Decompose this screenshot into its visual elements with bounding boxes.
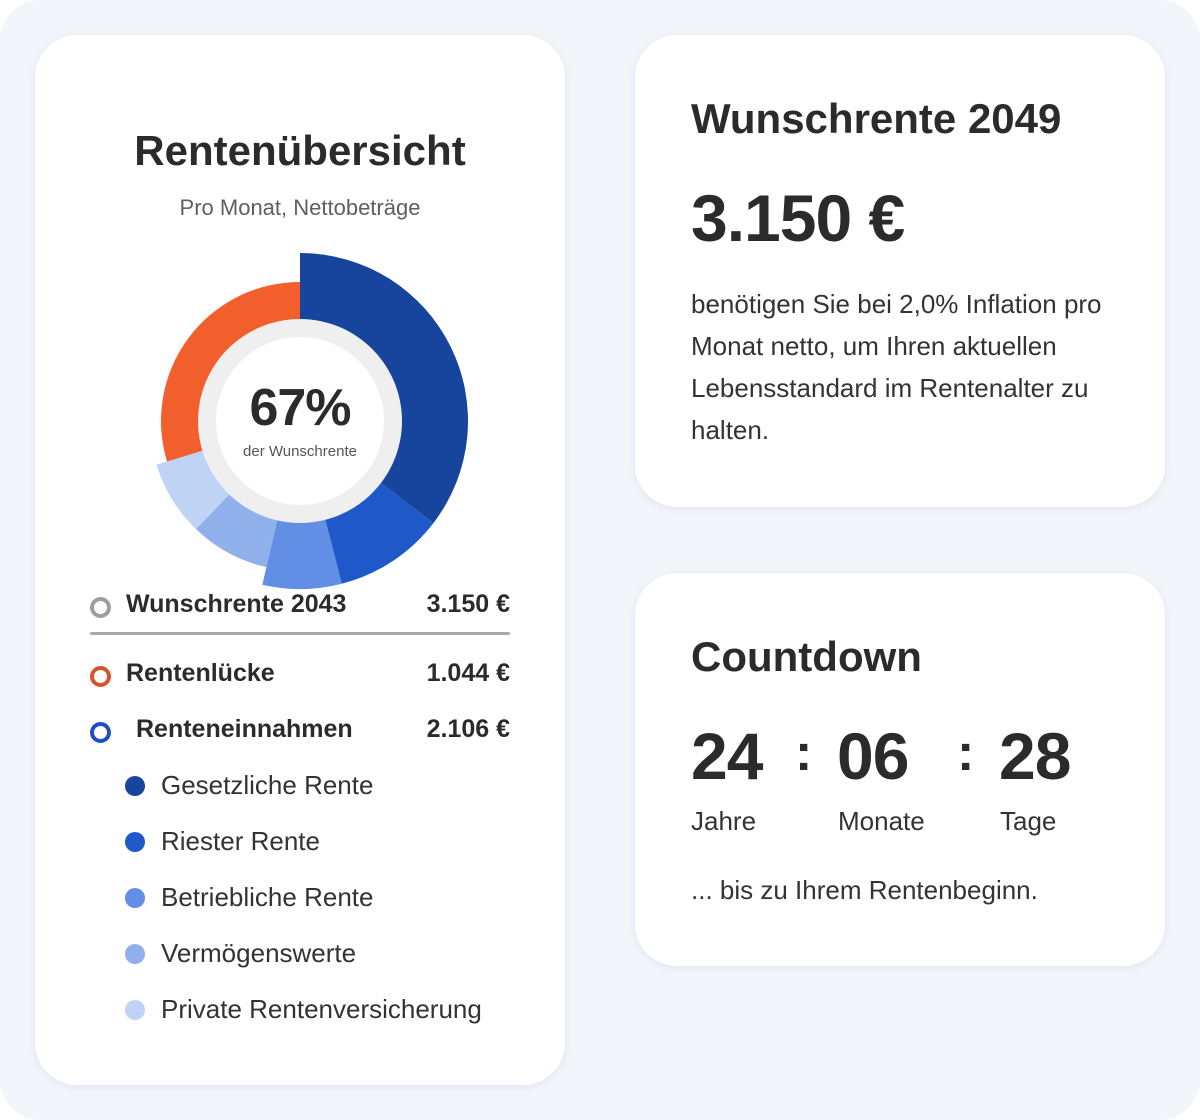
countdown-note: ... bis zu Ihrem Rentenbeginn. bbox=[691, 875, 1038, 905]
countdown-days: 28 bbox=[999, 719, 1071, 793]
overview-title: Rentenübersicht bbox=[134, 127, 466, 174]
countdown-title: Countdown bbox=[691, 633, 922, 680]
pension-donut-chart bbox=[156, 253, 469, 589]
pension-income-marker-icon bbox=[90, 722, 111, 743]
income-item-assets: Vermögenswerte bbox=[125, 938, 525, 974]
countdown-months-label: Monate bbox=[838, 806, 925, 836]
target-pension-marker-icon bbox=[90, 597, 111, 618]
target-pension-amount: 3.150 € bbox=[691, 181, 905, 255]
slice-occupational-pension bbox=[262, 517, 342, 589]
pension-overview-card: Rentenübersicht Pro Monat, Nettobeträge … bbox=[35, 35, 565, 1085]
income-item-label: Vermögenswerte bbox=[161, 938, 357, 968]
income-item-label: Riester Rente bbox=[161, 826, 320, 856]
statutory-pension-dot-icon bbox=[125, 776, 145, 796]
countdown-days-label: Tage bbox=[1000, 806, 1057, 836]
percent-of-target: 67% bbox=[249, 379, 351, 437]
legend-row-amount: 3.150 € bbox=[426, 590, 510, 618]
countdown-months: 06 bbox=[837, 719, 909, 793]
occupational-pension-dot-icon bbox=[125, 888, 145, 908]
target-pension-card: Wunschrente 2049 3.150 € benötigen Sie b… bbox=[635, 35, 1165, 507]
income-item-label: Gesetzliche Rente bbox=[161, 770, 374, 800]
donut-center bbox=[216, 337, 384, 505]
pension-gap-marker-icon bbox=[90, 666, 111, 687]
legend-row-amount: 1.044 € bbox=[426, 659, 510, 687]
legend-row-name: Wunschrente 2043 bbox=[126, 590, 347, 618]
income-item-private-insurance: Private Rentenversicherung bbox=[125, 994, 525, 1030]
target-pension-title: Wunschrente 2049 bbox=[691, 95, 1062, 142]
private-insurance-dot-icon bbox=[125, 1000, 145, 1020]
countdown-separator: : bbox=[795, 724, 813, 782]
legend-row-pension-income: Renteneinnahmen 2.106 € bbox=[90, 713, 510, 753]
legend-row-amount: 2.106 € bbox=[426, 715, 510, 743]
countdown-card: Countdown 24 : 06 : 28 Jahre Monate Tage… bbox=[635, 573, 1165, 966]
legend-row-pension-gap: Rentenlücke 1.044 € bbox=[90, 657, 510, 697]
percent-of-target-label: der Wunschrente bbox=[243, 443, 357, 460]
legend-row-name: Renteneinnahmen bbox=[136, 715, 353, 743]
countdown-years-label: Jahre bbox=[691, 806, 757, 836]
overview-subtitle: Pro Monat, Nettobeträge bbox=[179, 195, 421, 220]
countdown-separator: : bbox=[957, 724, 975, 782]
income-item-riester: Riester Rente bbox=[125, 826, 525, 862]
income-item-statutory: Gesetzliche Rente bbox=[125, 770, 525, 806]
riester-pension-dot-icon bbox=[125, 832, 145, 852]
legend-row-name: Rentenlücke bbox=[126, 659, 275, 687]
countdown-years: 24 bbox=[691, 719, 763, 793]
slice-statutory-pension bbox=[300, 253, 469, 524]
legend-row-target-pension: Wunschrente 2043 3.150 € bbox=[90, 588, 510, 628]
legend-divider bbox=[90, 632, 510, 635]
income-item-occupational: Betriebliche Rente bbox=[125, 882, 525, 918]
income-item-label: Betriebliche Rente bbox=[161, 882, 374, 912]
assets-dot-icon bbox=[125, 944, 145, 964]
target-pension-description: benötigen Sie bei 2,0% Inflation pro Mon… bbox=[691, 289, 1102, 445]
income-item-label: Private Rentenversicherung bbox=[161, 994, 482, 1024]
